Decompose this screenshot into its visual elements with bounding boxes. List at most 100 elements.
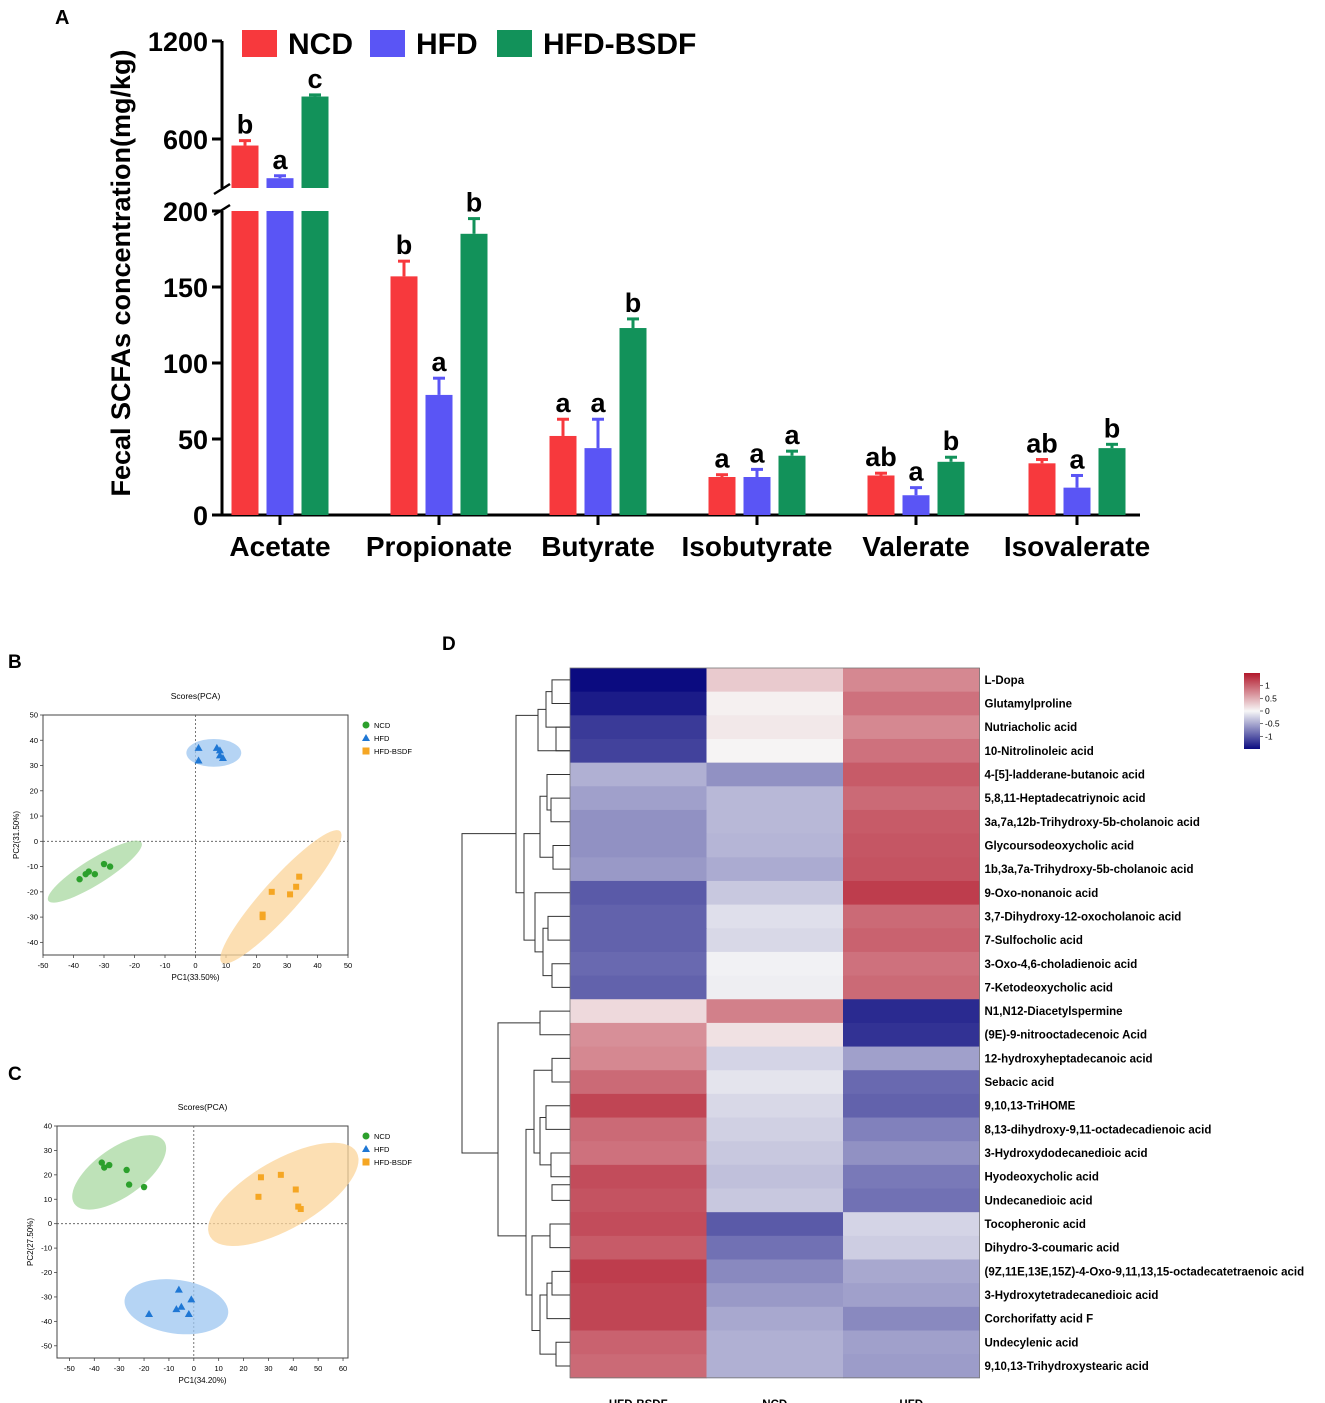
color-bar-label: -0.5 xyxy=(1265,719,1280,729)
heatmap-cell xyxy=(706,1093,844,1119)
x-tick-label: Propionate xyxy=(366,531,512,562)
row-label: Sebacic acid xyxy=(985,1077,1055,1089)
dendrogram-branch xyxy=(523,833,540,941)
data-point xyxy=(140,1183,148,1191)
y-tick-label: -30 xyxy=(27,913,38,922)
significance-letter: ab xyxy=(1026,429,1058,459)
heatmap-cell xyxy=(570,1070,707,1095)
heatmap-cell xyxy=(706,857,844,882)
row-label: (9E)-9-nitrooctadecenoic Acid xyxy=(985,1030,1148,1042)
heatmap-cell xyxy=(570,951,707,977)
x-tick-label: 40 xyxy=(289,1364,297,1373)
heatmap-cell xyxy=(570,762,707,787)
y-tick-label: -10 xyxy=(41,1244,52,1253)
heatmap-cell xyxy=(843,1306,980,1331)
legend-marker xyxy=(362,734,370,741)
heatmap-cell xyxy=(706,786,844,811)
heatmap-cell xyxy=(843,1235,980,1260)
bar xyxy=(708,477,736,515)
heatmap-cell xyxy=(706,1117,844,1142)
heatmap-cell xyxy=(843,1212,980,1237)
panel-label-c: C xyxy=(8,1064,22,1085)
heatmap-cell xyxy=(843,1283,980,1308)
data-point xyxy=(101,1164,108,1171)
bar xyxy=(778,455,806,515)
row-label: 10-Nitrolinoleic acid xyxy=(985,746,1094,758)
color-bar-label: 1 xyxy=(1265,681,1270,691)
heatmap-cell xyxy=(570,1022,707,1048)
legend-label: HFD-BSDF xyxy=(543,28,696,61)
y-tick-label: 50 xyxy=(30,711,38,720)
significance-letter: a xyxy=(272,145,288,175)
row-label: 3,7-Dihydroxy-12-oxocholanoic acid xyxy=(985,911,1182,923)
panel-label-b: B xyxy=(8,652,22,673)
heatmap-cell xyxy=(570,1188,707,1213)
legend-label: NCD xyxy=(374,721,391,730)
legend-marker xyxy=(362,747,370,755)
x-tick-label: Isobutyrate xyxy=(682,531,833,562)
heatmap-cell xyxy=(706,1283,844,1308)
dendrogram-branch xyxy=(551,1184,570,1201)
data-point xyxy=(187,1295,196,1303)
heatmap-cell xyxy=(706,738,844,764)
dendrogram-branch xyxy=(551,1057,570,1083)
y-tick-label: 50 xyxy=(178,425,208,455)
row-label: 3-Hydroxydodecanedioic acid xyxy=(985,1148,1148,1160)
row-label: 5,8,11-Heptadecatriynoic acid xyxy=(985,793,1146,805)
bar xyxy=(231,145,259,188)
heatmap-cell xyxy=(570,1117,707,1142)
heatmap-cell xyxy=(843,999,980,1024)
heatmap-cell xyxy=(706,833,844,858)
heatmap-cell xyxy=(570,1330,707,1355)
y-axis-label: PC2(31.50%) xyxy=(12,811,21,859)
dendrogram-branch xyxy=(497,1022,540,1237)
legend-swatch xyxy=(497,30,532,57)
dendrogram-branch xyxy=(551,1270,570,1296)
plot-title: Scores(PCA) xyxy=(171,691,221,701)
heatmap-cell xyxy=(843,1141,980,1166)
dendrogram-branch xyxy=(555,1341,570,1367)
row-label: Corchorifatty acid F xyxy=(985,1314,1094,1326)
heatmap-cell xyxy=(570,809,707,835)
heatmap-cell xyxy=(706,1330,844,1355)
panel-label-a: A xyxy=(55,7,69,29)
dendrogram-branch xyxy=(549,1223,570,1249)
bar xyxy=(902,495,930,515)
x-tick-label: Acetate xyxy=(229,531,330,562)
y-tick-label: 0 xyxy=(34,837,38,846)
bar xyxy=(549,435,577,515)
dendrogram-branch xyxy=(537,708,570,752)
data-point xyxy=(100,860,108,868)
heatmap-cell xyxy=(843,880,980,906)
legend: NCD HFD HFD-BSDF xyxy=(242,28,696,61)
heatmap-cell xyxy=(706,691,844,716)
x-tick-label: -40 xyxy=(89,1364,100,1373)
data-point xyxy=(215,746,224,754)
heatmap-cell xyxy=(843,762,980,787)
heatmap-cell xyxy=(570,668,707,693)
heatmap-cell xyxy=(843,1046,980,1071)
row-label: 12-hydroxyheptadecanoic acid xyxy=(985,1053,1153,1065)
legend-label: HFD-BSDF xyxy=(374,747,412,756)
heatmap-cell xyxy=(706,951,844,977)
dendrogram-branch xyxy=(531,1235,550,1331)
bar xyxy=(390,276,418,515)
heatmap-cell xyxy=(706,1070,844,1095)
heatmap-cell xyxy=(570,1354,707,1379)
panel-label-d: D xyxy=(442,634,456,655)
heatmap-cell xyxy=(706,880,844,906)
x-tick-label: 30 xyxy=(264,1364,272,1373)
heatmap-cell xyxy=(706,1022,844,1048)
bar xyxy=(425,394,453,515)
heatmap-cell xyxy=(843,715,980,740)
row-label: 3-Oxo-4,6-choladienoic acid xyxy=(985,959,1138,971)
x-tick-label: Valerate xyxy=(862,531,969,562)
data-point xyxy=(194,743,203,751)
y-tick-label: -20 xyxy=(27,887,38,896)
dendrogram-branch xyxy=(539,795,553,858)
significance-letter: a xyxy=(908,457,924,487)
row-label: Dihydro-3-coumaric acid xyxy=(985,1243,1120,1255)
heatmap-cell xyxy=(843,1022,980,1048)
heatmap-cell xyxy=(843,786,980,811)
